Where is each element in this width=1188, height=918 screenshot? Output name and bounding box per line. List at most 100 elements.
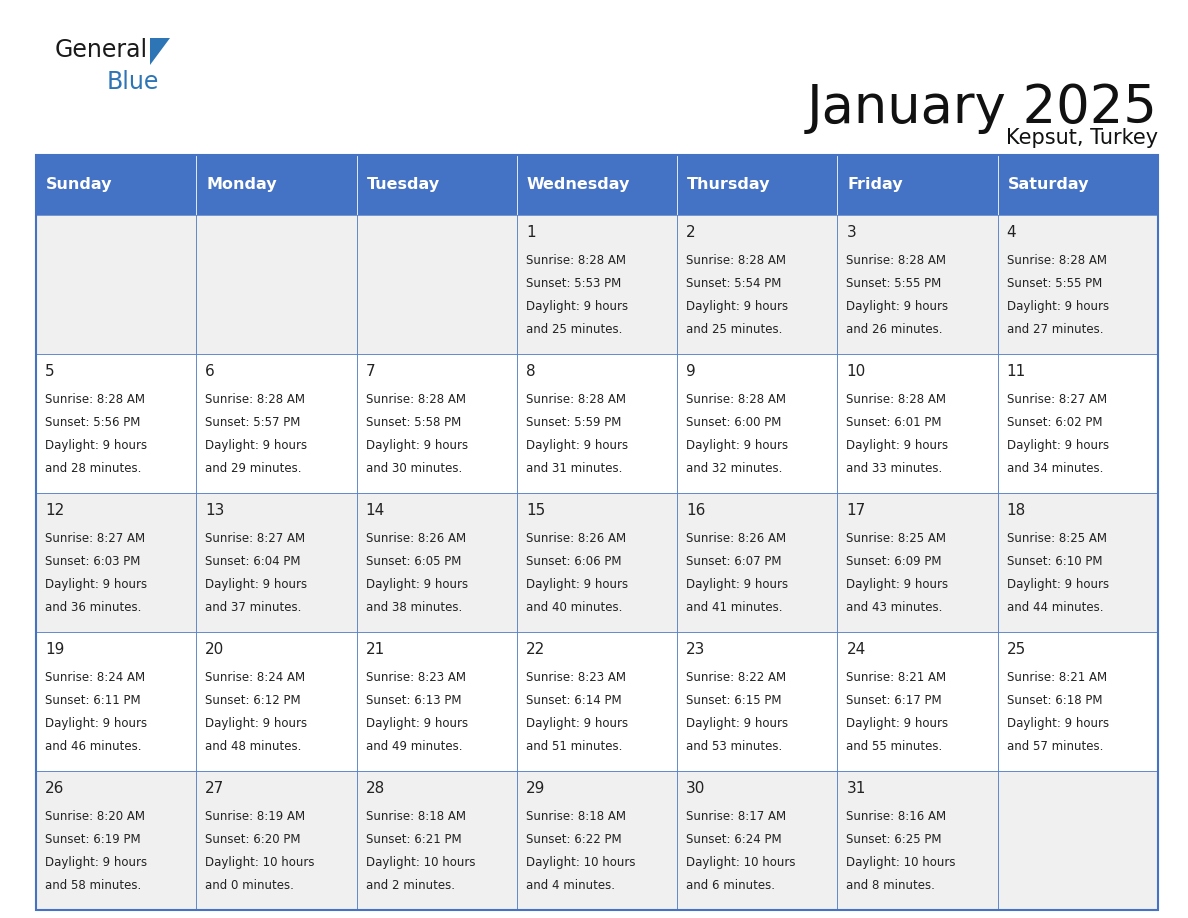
Text: Sunrise: 8:21 AM: Sunrise: 8:21 AM	[1006, 671, 1107, 684]
Text: January 2025: January 2025	[807, 82, 1158, 134]
Bar	[517, 155, 677, 215]
Text: Saturday: Saturday	[1007, 177, 1089, 193]
Text: Sunrise: 8:26 AM: Sunrise: 8:26 AM	[526, 532, 626, 545]
Text: Sunset: 6:15 PM: Sunset: 6:15 PM	[687, 694, 782, 707]
Text: Kepsut, Turkey: Kepsut, Turkey	[1006, 128, 1158, 148]
Text: 22: 22	[526, 642, 545, 657]
Bar	[517, 354, 677, 493]
Text: Sunrise: 8:25 AM: Sunrise: 8:25 AM	[846, 532, 947, 545]
Bar	[838, 354, 998, 493]
Text: Sunset: 5:57 PM: Sunset: 5:57 PM	[206, 416, 301, 429]
Text: and 40 minutes.: and 40 minutes.	[526, 600, 623, 614]
Bar	[998, 493, 1158, 632]
Text: Daylight: 9 hours: Daylight: 9 hours	[526, 577, 628, 591]
Bar	[677, 155, 838, 215]
Text: Sunset: 5:54 PM: Sunset: 5:54 PM	[687, 277, 782, 290]
Text: and 28 minutes.: and 28 minutes.	[45, 462, 141, 475]
Text: Sunset: 6:02 PM: Sunset: 6:02 PM	[1006, 416, 1102, 429]
Text: and 41 minutes.: and 41 minutes.	[687, 600, 783, 614]
Text: Sunset: 5:56 PM: Sunset: 5:56 PM	[45, 416, 140, 429]
Text: Sunset: 6:06 PM: Sunset: 6:06 PM	[526, 554, 621, 568]
Text: Sunset: 6:17 PM: Sunset: 6:17 PM	[846, 694, 942, 707]
Text: Daylight: 10 hours: Daylight: 10 hours	[206, 856, 315, 868]
Text: Daylight: 9 hours: Daylight: 9 hours	[45, 439, 147, 452]
Text: and 46 minutes.: and 46 minutes.	[45, 740, 141, 753]
Text: Sunset: 6:00 PM: Sunset: 6:00 PM	[687, 416, 782, 429]
Text: Sunrise: 8:17 AM: Sunrise: 8:17 AM	[687, 810, 786, 823]
Text: Daylight: 9 hours: Daylight: 9 hours	[366, 717, 468, 730]
Text: Sunset: 6:13 PM: Sunset: 6:13 PM	[366, 694, 461, 707]
Bar	[517, 493, 677, 632]
Bar	[838, 771, 998, 910]
Text: Sunrise: 8:28 AM: Sunrise: 8:28 AM	[1006, 254, 1107, 267]
Text: Daylight: 9 hours: Daylight: 9 hours	[206, 717, 308, 730]
Text: and 51 minutes.: and 51 minutes.	[526, 740, 623, 753]
Text: Daylight: 9 hours: Daylight: 9 hours	[366, 577, 468, 591]
Text: Daylight: 9 hours: Daylight: 9 hours	[1006, 577, 1108, 591]
Text: 13: 13	[206, 503, 225, 518]
Bar	[36, 155, 1158, 910]
Bar	[36, 771, 196, 910]
Text: 23: 23	[687, 642, 706, 657]
Text: Daylight: 9 hours: Daylight: 9 hours	[206, 577, 308, 591]
Bar	[998, 771, 1158, 910]
Text: Daylight: 9 hours: Daylight: 9 hours	[1006, 717, 1108, 730]
Text: Thursday: Thursday	[687, 177, 771, 193]
Text: 21: 21	[366, 642, 385, 657]
Bar	[36, 354, 196, 493]
Text: Daylight: 9 hours: Daylight: 9 hours	[526, 300, 628, 313]
Text: and 48 minutes.: and 48 minutes.	[206, 740, 302, 753]
Text: Sunset: 6:19 PM: Sunset: 6:19 PM	[45, 833, 140, 845]
Text: Sunrise: 8:28 AM: Sunrise: 8:28 AM	[45, 393, 145, 406]
Text: and 58 minutes.: and 58 minutes.	[45, 879, 141, 891]
Text: Sunrise: 8:22 AM: Sunrise: 8:22 AM	[687, 671, 786, 684]
Bar	[517, 215, 677, 354]
Text: Wednesday: Wednesday	[526, 177, 630, 193]
Text: Tuesday: Tuesday	[367, 177, 440, 193]
Bar	[196, 354, 356, 493]
Text: Daylight: 9 hours: Daylight: 9 hours	[846, 577, 948, 591]
Text: Sunset: 6:10 PM: Sunset: 6:10 PM	[1006, 554, 1102, 568]
Text: 6: 6	[206, 364, 215, 379]
Bar	[838, 155, 998, 215]
Text: and 38 minutes.: and 38 minutes.	[366, 600, 462, 614]
Polygon shape	[150, 38, 170, 65]
Bar	[517, 632, 677, 771]
Text: 25: 25	[1006, 642, 1026, 657]
Bar	[36, 632, 196, 771]
Text: and 44 minutes.: and 44 minutes.	[1006, 600, 1104, 614]
Text: and 26 minutes.: and 26 minutes.	[846, 323, 943, 336]
Text: Sunrise: 8:27 AM: Sunrise: 8:27 AM	[1006, 393, 1107, 406]
Text: Daylight: 10 hours: Daylight: 10 hours	[526, 856, 636, 868]
Text: Sunset: 6:18 PM: Sunset: 6:18 PM	[1006, 694, 1102, 707]
Bar	[838, 493, 998, 632]
Bar	[196, 632, 356, 771]
Bar	[998, 155, 1158, 215]
Text: Friday: Friday	[847, 177, 903, 193]
Text: Sunrise: 8:24 AM: Sunrise: 8:24 AM	[206, 671, 305, 684]
Text: and 6 minutes.: and 6 minutes.	[687, 879, 775, 891]
Text: Sunrise: 8:18 AM: Sunrise: 8:18 AM	[526, 810, 626, 823]
Text: and 37 minutes.: and 37 minutes.	[206, 600, 302, 614]
Text: Sunset: 5:55 PM: Sunset: 5:55 PM	[1006, 277, 1102, 290]
Text: 11: 11	[1006, 364, 1026, 379]
Text: Daylight: 9 hours: Daylight: 9 hours	[687, 717, 789, 730]
Bar	[677, 632, 838, 771]
Text: 5: 5	[45, 364, 55, 379]
Text: Daylight: 9 hours: Daylight: 9 hours	[846, 300, 948, 313]
Bar	[196, 215, 356, 354]
Text: 4: 4	[1006, 225, 1017, 240]
Text: 29: 29	[526, 781, 545, 796]
Text: Daylight: 9 hours: Daylight: 9 hours	[206, 439, 308, 452]
Text: Sunset: 6:07 PM: Sunset: 6:07 PM	[687, 554, 782, 568]
Text: Sunrise: 8:28 AM: Sunrise: 8:28 AM	[846, 254, 947, 267]
Text: Sunset: 6:04 PM: Sunset: 6:04 PM	[206, 554, 301, 568]
Text: Daylight: 9 hours: Daylight: 9 hours	[1006, 439, 1108, 452]
Text: Sunrise: 8:21 AM: Sunrise: 8:21 AM	[846, 671, 947, 684]
Text: Daylight: 9 hours: Daylight: 9 hours	[687, 439, 789, 452]
Text: 12: 12	[45, 503, 64, 518]
Text: Sunrise: 8:26 AM: Sunrise: 8:26 AM	[366, 532, 466, 545]
Bar	[356, 155, 517, 215]
Text: Daylight: 9 hours: Daylight: 9 hours	[45, 717, 147, 730]
Text: 26: 26	[45, 781, 64, 796]
